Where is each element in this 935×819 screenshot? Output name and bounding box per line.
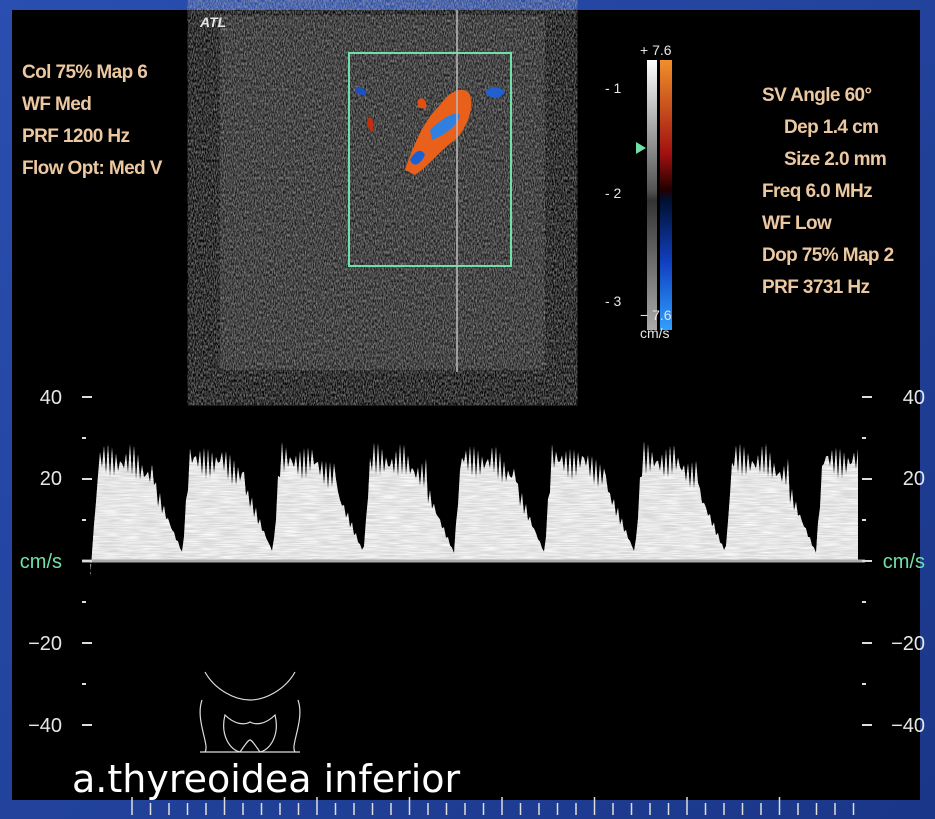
setting-line: PRF 1200 Hz [22, 126, 130, 147]
depth-label: - 3 [605, 293, 622, 309]
setting-line: Col 75% Map 6 [22, 62, 147, 83]
grayscale-bar [647, 60, 657, 330]
scale-label-left: 20 [40, 468, 62, 490]
setting-line: Flow Opt: Med V [22, 158, 163, 179]
scale-label-left: −40 [28, 715, 62, 737]
setting-line: WF Low [762, 213, 832, 234]
scale-top: + 7.6 [640, 42, 672, 58]
scale-label-right: 40 [903, 387, 925, 409]
scale-label-left: cm/s [20, 551, 62, 573]
scale-bottom: − 7.6 [640, 307, 672, 323]
setting-line: PRF 3731 Hz [762, 277, 870, 298]
scale-label-right: 20 [903, 468, 925, 490]
setting-line: Freq 6.0 MHz [762, 181, 872, 202]
depth-label: - 1 [605, 80, 622, 96]
setting-line: Dop 75% Map 2 [762, 245, 894, 266]
setting-line: SV Angle 60° [762, 85, 872, 106]
depth-label: - 2 [605, 185, 622, 201]
scale-label-right: −20 [891, 633, 925, 655]
scale-label-left: 40 [40, 387, 62, 409]
scale-label-left: −20 [28, 633, 62, 655]
setting-line: Dep 1.4 cm [784, 117, 878, 138]
scale-label-right: cm/s [883, 551, 925, 573]
scale-unit: cm/s [640, 325, 670, 341]
setting-line: Size 2.0 mm [784, 149, 886, 170]
scale-label-right: −40 [891, 715, 925, 737]
setting-line: WF Med [22, 94, 91, 115]
screen: ATL + 7.6 − 7.6 cm/s - 1 - 2 - 3 Col 75%… [0, 0, 935, 819]
color-scale-bar [660, 60, 672, 330]
logo: ATL [199, 14, 226, 30]
page: ATL + 7.6 − 7.6 cm/s - 1 - 2 - 3 Col 75%… [0, 0, 935, 819]
caption: a.thyreoidea inferior [72, 757, 461, 801]
bmode-texture [220, 15, 545, 370]
